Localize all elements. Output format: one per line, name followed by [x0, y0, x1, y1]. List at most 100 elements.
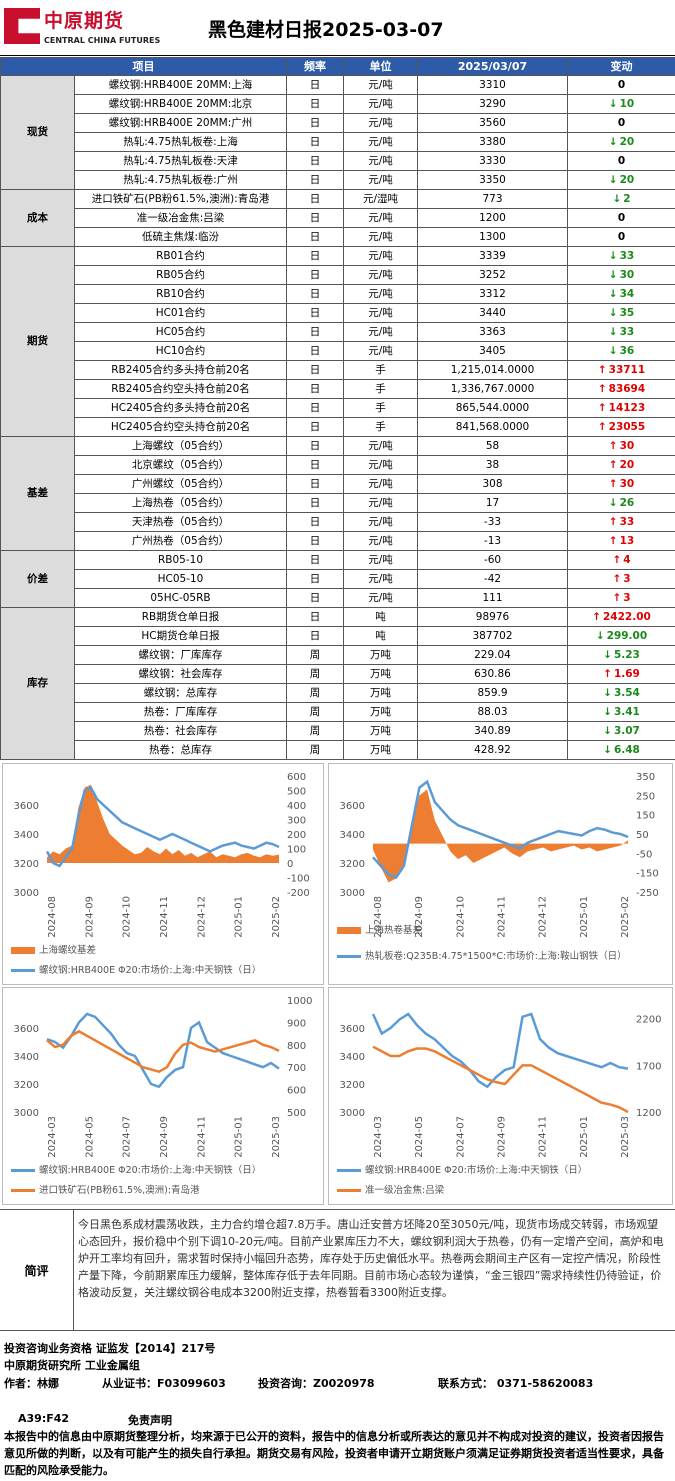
- unit-cell: 元/吨: [343, 132, 418, 152]
- left-tick-label: 3000: [14, 888, 39, 899]
- table-row: HC2405合约多头持仓前20名日手 865,544.0000 ↑ 14123: [1, 398, 675, 418]
- arrow-down-icon: ↓: [612, 192, 622, 205]
- unit-cell: 元/吨: [343, 113, 418, 133]
- unit-cell: 元/吨: [343, 227, 418, 247]
- series-line: [46, 1029, 280, 1074]
- change-cell: ↓ 3.07: [567, 721, 675, 741]
- table-row: 价差 RB05-10 日元/吨 -60 ↑ 4: [0, 550, 675, 608]
- right-tick-label: 150: [636, 811, 655, 822]
- change-cell: ↑ 83694: [567, 379, 675, 399]
- change-cell: ↑ 33711: [567, 360, 675, 380]
- change-value: 36: [619, 344, 635, 357]
- table-row: 广州热卷（05合约）日元/吨 -13 ↑ 13: [1, 531, 675, 551]
- item-cell: RB2405合约空头持仓前20名: [74, 379, 287, 399]
- table-header-row: 项目 频率 单位 2025/03/07 变动: [0, 57, 675, 76]
- unit-cell: 万吨: [343, 702, 418, 722]
- change-cell: 0: [567, 75, 675, 95]
- x-tick-label: 2024-11: [497, 896, 508, 938]
- change-value: 0: [617, 154, 626, 167]
- freq-cell: 日: [286, 151, 344, 171]
- change-value: 6.48: [613, 743, 640, 756]
- right-tick-label: 600: [287, 772, 306, 783]
- value-cell: -13: [417, 531, 568, 551]
- table-row: 螺纹钢：总库存周万吨 859.9 ↓ 3.54: [1, 683, 675, 703]
- unit-cell: 手: [343, 417, 418, 437]
- unit-cell: 元/湿吨: [343, 189, 418, 209]
- unit-cell: 元/吨: [343, 341, 418, 361]
- right-tick-label: 900: [287, 1018, 306, 1029]
- col-item: 项目: [0, 57, 287, 76]
- change-cell: ↓ 30: [567, 265, 675, 285]
- arrow-down-icon: ↓: [608, 306, 618, 319]
- item-cell: 天津热卷（05合约）: [74, 512, 287, 532]
- x-tick-label: 2024-12: [538, 896, 549, 938]
- x-tick-label: 2025-03: [620, 1116, 631, 1158]
- category-cell: 成本: [0, 189, 75, 247]
- legend-swatch: [11, 1189, 35, 1192]
- x-tick-label: 2024-07: [122, 1116, 133, 1158]
- table-row: 热卷：社会库存周万吨 340.89 ↓ 3.07: [1, 721, 675, 741]
- freq-cell: 周: [286, 740, 344, 760]
- unit-cell: 元/吨: [343, 94, 418, 114]
- right-tick-label: 2200: [636, 1015, 661, 1026]
- disclaimer-header: A39:F42 免责声明: [0, 1408, 675, 1428]
- right-tick-label: -150: [636, 869, 659, 880]
- unit-cell: 万吨: [343, 683, 418, 703]
- change-cell: ↓ 3.54: [567, 683, 675, 703]
- logo-en-text: CENTRAL CHINA FUTURES: [44, 36, 161, 45]
- item-cell: 热卷：社会库存: [74, 721, 287, 741]
- x-tick-label: 2024-11: [538, 1116, 549, 1158]
- legend-label: 螺纹钢:HRB400E Φ20:市场价:上海:中天钢铁（日）: [365, 1165, 588, 1176]
- value-cell: 3339: [417, 246, 568, 266]
- legend-label: 螺纹钢:HRB400E Φ20:市场价:上海:中天钢铁（日）: [39, 1165, 262, 1176]
- arrow-up-icon: ↑: [612, 553, 622, 566]
- x-tick-label: 2024-05: [84, 1116, 95, 1158]
- change-cell: ↓ 20: [567, 132, 675, 152]
- freq-cell: 日: [286, 607, 344, 627]
- freq-cell: 日: [286, 626, 344, 646]
- table-row: 螺纹钢:HRB400E 20MM:北京日元/吨 3290 ↓ 10: [1, 94, 675, 114]
- x-tick-label: 2024-10: [122, 896, 133, 938]
- left-tick-label: 3400: [340, 830, 365, 841]
- value-cell: 38: [417, 455, 568, 475]
- change-cell: ↑ 30: [567, 436, 675, 456]
- arrow-down-icon: ↓: [608, 173, 618, 186]
- series-area: [373, 789, 628, 883]
- x-tick-label: 2024-03: [373, 1116, 384, 1158]
- value-cell: 88.03: [417, 702, 568, 722]
- col-freq: 频率: [286, 57, 344, 76]
- change-cell: ↑ 30: [567, 474, 675, 494]
- change-value: 1.69: [613, 667, 640, 680]
- chart-svg: 3600 3400 3200 3000 350 250 150 50 -50 -150 -250 20…: [340, 772, 659, 938]
- item-cell: 北京螺纹（05合约）: [74, 455, 287, 475]
- left-tick-label: 3200: [14, 1080, 39, 1091]
- change-value: 26: [619, 496, 635, 509]
- unit-cell: 手: [343, 360, 418, 380]
- change-cell: ↑ 2422.00: [567, 607, 675, 627]
- item-cell: HC05-10: [74, 569, 287, 589]
- legend-entry: 准一级冶金焦:吕梁: [337, 1184, 666, 1198]
- item-cell: HC期货仓单日报: [74, 626, 287, 646]
- change-value: 0: [617, 116, 626, 129]
- value-cell: 865,544.0000: [417, 398, 568, 418]
- change-cell: ↓ 33: [567, 322, 675, 342]
- right-tick-label: 500: [287, 787, 306, 798]
- table-row: 热轧:4.75热轧板卷:广州日元/吨 3350 ↓ 20: [1, 170, 675, 190]
- freq-cell: 日: [286, 417, 344, 437]
- change-cell: ↑ 14123: [567, 398, 675, 418]
- legend-label: 螺纹钢:HRB400E Φ20:市场价:上海:中天钢铁（日）: [39, 965, 262, 976]
- comment-section: 简评 今日黑色系成材震荡收跌，主力合约增仓超7.8万手。唐山迁安普方坯降20至3…: [0, 1209, 675, 1331]
- change-cell: ↑ 3: [567, 588, 675, 608]
- table-row: 准一级冶金焦:吕梁日元/吨 1200 0: [1, 208, 675, 228]
- change-cell: ↑ 20: [567, 455, 675, 475]
- x-tick-label: 2025-01: [234, 896, 245, 938]
- table-row: 热轧:4.75热轧板卷:上海日元/吨 3380 ↓ 20: [1, 132, 675, 152]
- value-cell: 3350: [417, 170, 568, 190]
- value-cell: 3440: [417, 303, 568, 323]
- chart-svg: 3600 3400 3200 3000 2200 1700 1200 2024-03 2024-…: [340, 1012, 661, 1158]
- x-tick-label: 2024-11: [196, 1116, 207, 1158]
- change-value: 3: [623, 591, 631, 604]
- table-row: 基差 上海螺纹（05合约）日元/吨 58 ↑ 30: [0, 436, 675, 551]
- table-row: HC10合约日元/吨 3405 ↓ 36: [1, 341, 675, 361]
- legend-label: 上海螺纹基差: [39, 945, 97, 956]
